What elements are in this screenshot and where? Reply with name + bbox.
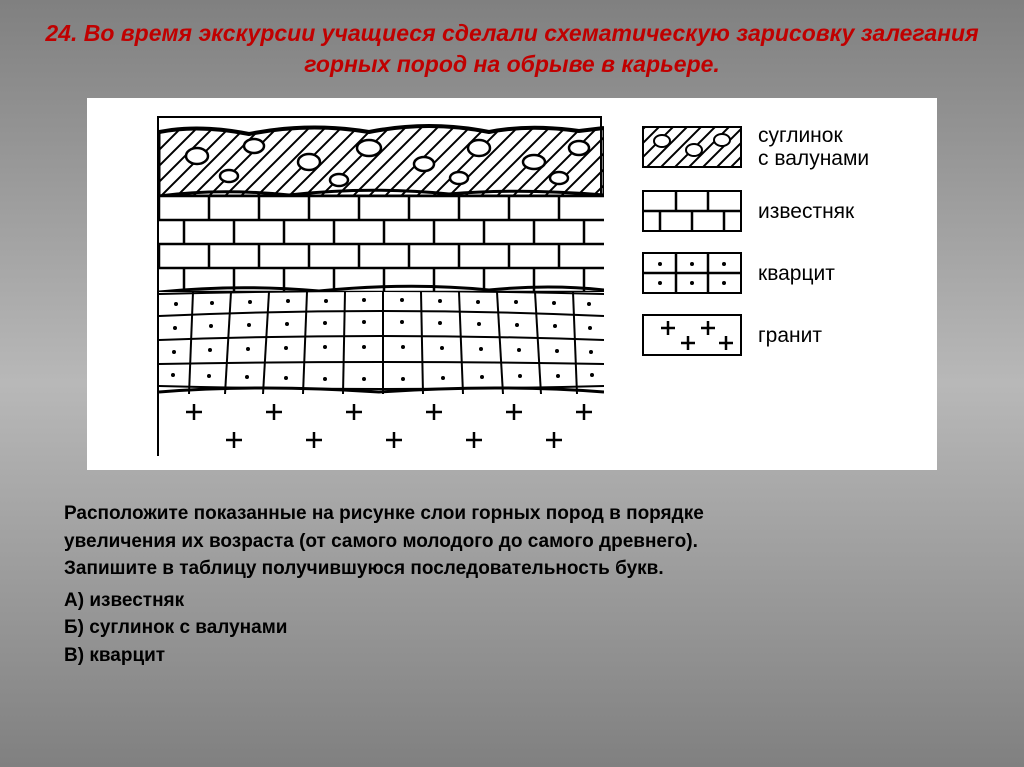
option-a: А) известняк (64, 587, 984, 615)
legend-label-quartzite: кварцит (758, 262, 835, 285)
legend-row-limestone: известняк (642, 190, 869, 232)
swatch-quartzite-icon (642, 252, 742, 294)
diagram-container: суглинок с валунами известняк (87, 98, 937, 470)
layer-quartzite (159, 292, 600, 394)
prompt-line-3: Запишите в таблицу получившуюся последов… (64, 555, 984, 583)
legend-row-quartzite: кварцит (642, 252, 869, 294)
swatch-loam-icon (642, 126, 742, 168)
legend-label-granite: гранит (758, 324, 822, 347)
legend-row-granite: гранит (642, 314, 869, 356)
option-c: В) кварцит (64, 642, 984, 670)
legend-row-loam: суглинок с валунами (642, 124, 869, 170)
prompt-line-1: Расположите показанные на рисунке слои г… (64, 500, 984, 528)
legend-label-loam: суглинок с валунами (758, 124, 869, 170)
layer-loam-boulders (159, 118, 600, 196)
title-line-1: 24. Во время экскурсии учащиеся сделали … (45, 20, 978, 46)
answer-options: А) известняк Б) суглинок с валунами В) к… (64, 587, 984, 670)
question-block: Расположите показанные на рисунке слои г… (0, 470, 1024, 669)
legend: суглинок с валунами известняк (642, 116, 869, 356)
cross-section (157, 116, 602, 456)
prompt-line-2: увеличения их возраста (от самого молодо… (64, 528, 984, 556)
task-title: 24. Во время экскурсии учащиеся сделали … (0, 0, 1024, 90)
layer-granite (159, 394, 600, 456)
option-b: Б) суглинок с валунами (64, 614, 984, 642)
swatch-granite-icon (642, 314, 742, 356)
legend-label-limestone: известняк (758, 200, 854, 223)
layer-limestone (159, 196, 600, 292)
swatch-limestone-icon (642, 190, 742, 232)
title-line-2: горных пород на обрыве в карьере. (304, 51, 720, 77)
